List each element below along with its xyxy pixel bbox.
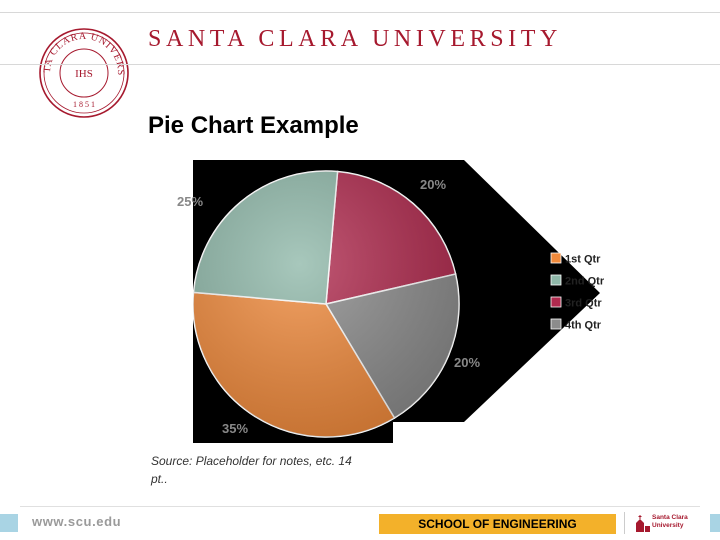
data-label-4th-qtr: 20%	[454, 355, 480, 370]
university-seal: SANTA CLARA UNIVERSITY IHS 1 8 5 1	[38, 27, 129, 118]
footer-rule	[20, 506, 700, 507]
legend-label-2nd-qtr: 2nd Qtr	[565, 276, 605, 288]
footer-logo-line-1: Santa Clara	[652, 514, 688, 521]
footer-logo-text: Santa Clara University	[652, 514, 688, 529]
footer-divider	[624, 512, 625, 534]
data-label-2nd-qtr: 25%	[177, 194, 203, 209]
legend-swatch-3rd-qtr	[550, 296, 562, 308]
footer-accent-left	[0, 514, 18, 532]
university-name: SANTA CLARA UNIVERSITY	[148, 26, 562, 52]
legend-label-4th-qtr: 4th Qtr	[565, 320, 602, 332]
slide-title: Pie Chart Example	[148, 112, 359, 139]
legend-label-3rd-qtr: 3rd Qtr	[565, 298, 602, 310]
source-note: Source: Placeholder for notes, etc. 14 p…	[151, 454, 352, 486]
footer-logo-icon	[636, 515, 650, 532]
footer-logo-line-2: University	[652, 521, 684, 529]
header-rule	[0, 64, 720, 65]
footer-accent-right	[710, 514, 720, 532]
data-label-1st-qtr: 35%	[222, 421, 248, 436]
seal-year: 1 8 5 1	[73, 100, 95, 109]
footer-school-banner: SCHOOL OF ENGINEERING	[379, 514, 616, 534]
data-label-3rd-qtr: 20%	[420, 177, 446, 192]
top-rule	[0, 12, 720, 13]
legend-swatch-1st-qtr	[550, 252, 562, 264]
footer-url: www.scu.edu	[32, 514, 122, 529]
seal-monogram: IHS	[75, 68, 93, 80]
legend-swatch-2nd-qtr	[550, 274, 562, 286]
legend-label-1st-qtr: 1st Qtr	[565, 254, 601, 266]
legend-swatch-4th-qtr	[550, 318, 562, 330]
